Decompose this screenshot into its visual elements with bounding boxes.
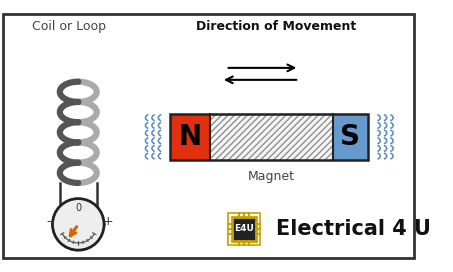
Text: 0: 0 — [75, 203, 82, 214]
Text: S: S — [341, 123, 361, 151]
Bar — [170, 114, 368, 160]
Bar — [210, 114, 333, 160]
Text: Magnet: Magnet — [248, 170, 295, 183]
Text: Electrical 4 U: Electrical 4 U — [276, 219, 431, 239]
Text: +: + — [102, 215, 113, 228]
Bar — [333, 114, 368, 160]
Bar — [170, 114, 210, 160]
Bar — [232, 217, 256, 241]
Text: N: N — [178, 123, 202, 151]
Text: Direction of Movement: Direction of Movement — [196, 20, 357, 33]
Text: Coil or Loop: Coil or Loop — [32, 20, 106, 33]
Bar — [228, 213, 260, 245]
Text: E4U: E4U — [234, 224, 254, 233]
Text: -: - — [46, 215, 51, 228]
Circle shape — [53, 199, 104, 250]
